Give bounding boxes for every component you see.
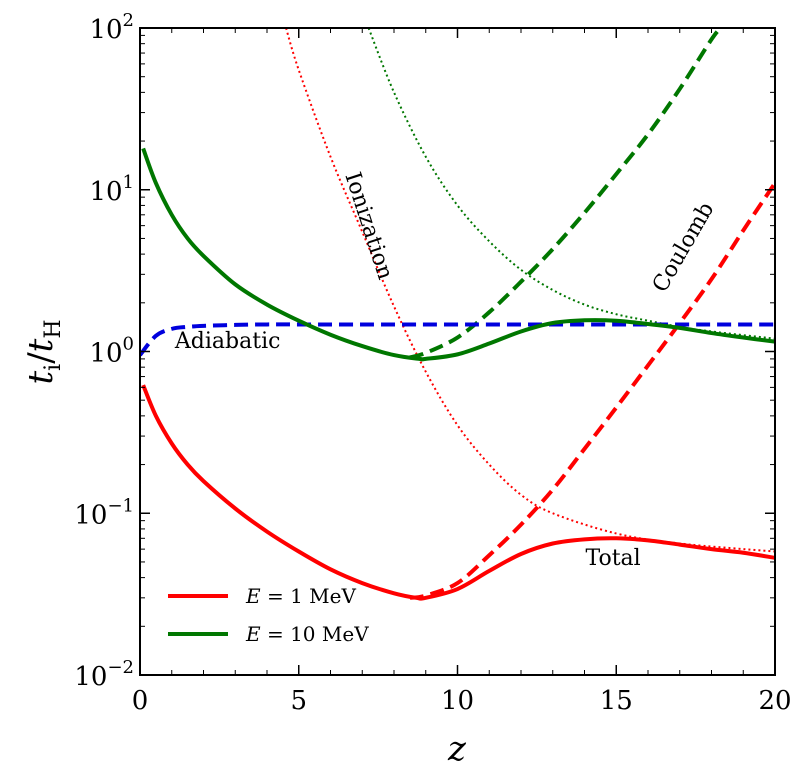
y-tick-label: 10−2 — [74, 657, 134, 692]
annotation-adiabatic: Adiabatic — [174, 329, 281, 354]
series-layer — [140, 28, 775, 601]
x-tick-label: 15 — [600, 686, 633, 716]
x-axis-label: z — [447, 729, 467, 769]
legend-label: E = 1 MeV — [245, 584, 356, 608]
y-axis-label: ti/tH — [21, 319, 66, 384]
tick-layer: 0 5 10 15 20 10−2 10−1 100 101 102 — [74, 10, 791, 716]
series-line-ionization-e-1-mev — [285, 28, 775, 553]
series-line-coulomb-e-1-mev — [409, 181, 775, 600]
annotation-total: Total — [585, 546, 640, 571]
series-line-e-10-mev — [141, 147, 775, 362]
series-line-coulomb-e-10-mev — [409, 28, 723, 360]
y-tick-label: 100 — [89, 334, 134, 369]
y-tick-label: 101 — [89, 172, 134, 207]
series-line-e-1-mev — [141, 384, 775, 601]
y-tick-label: 102 — [89, 10, 134, 45]
series-line-adiabatic — [140, 322, 775, 357]
x-tick-label: 5 — [290, 686, 307, 716]
legend: E = 1 MeV E = 10 MeV — [168, 584, 369, 646]
x-tick-label: 10 — [441, 686, 474, 716]
legend-label: E = 10 MeV — [245, 622, 369, 646]
y-tick-label: 10−1 — [74, 495, 134, 530]
x-tick-label: 20 — [758, 686, 791, 716]
x-tick-label: 0 — [132, 686, 149, 716]
